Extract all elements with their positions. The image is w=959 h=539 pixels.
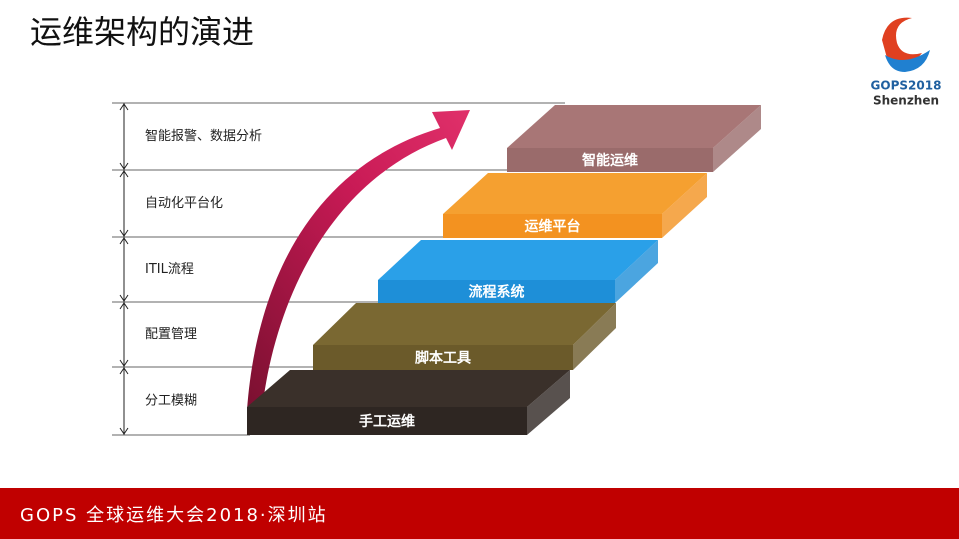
step-front: [313, 345, 573, 370]
step-front: [247, 407, 527, 435]
scale-arrow: [119, 302, 129, 367]
stairs: 手工运维 脚本工具 流程系统 运维平台 智能运维: [247, 105, 761, 435]
level-label: 自动化平台化: [145, 196, 223, 211]
arrow: [247, 110, 470, 410]
step-front: [443, 214, 662, 238]
step-label: 流程系统: [469, 284, 525, 301]
step-side: [713, 105, 761, 172]
step-front: [507, 148, 713, 172]
level-label: 分工模糊: [145, 393, 197, 409]
logo-brand: GOPS2018: [871, 79, 942, 93]
logo-mark: [885, 50, 930, 72]
step-top: [378, 240, 658, 280]
level-label: 智能报警、数据分析: [145, 128, 262, 144]
step-label: 智能运维: [581, 152, 638, 169]
level-label: ITIL流程: [145, 262, 194, 277]
level-label: 配置管理: [145, 327, 197, 342]
step-top: [507, 105, 761, 148]
step-label: 运维平台: [525, 218, 581, 235]
step-side: [573, 303, 616, 370]
step-top: [247, 370, 570, 407]
step-top: [443, 173, 707, 214]
footer-text: GOPS 全球运维大会2018·深圳站: [20, 505, 328, 526]
title: 运维架构的演进: [30, 13, 254, 51]
step-side: [527, 370, 570, 435]
step-side: [662, 173, 707, 238]
step-front: [378, 280, 615, 303]
step-label: 脚本工具: [415, 350, 471, 367]
logo-city: Shenzhen: [873, 94, 939, 108]
scale-arrow: [119, 237, 129, 302]
scale-arrow: [119, 170, 129, 237]
step-side: [615, 240, 658, 303]
scale-arrow: [119, 367, 129, 435]
footer-bar: [0, 488, 959, 539]
logo-mark: [882, 17, 922, 65]
scale-arrow: [119, 103, 129, 170]
logo: GOPS2018 Shenzhen: [871, 17, 942, 108]
step-top: [313, 303, 616, 345]
step-label: 手工运维: [359, 413, 415, 430]
